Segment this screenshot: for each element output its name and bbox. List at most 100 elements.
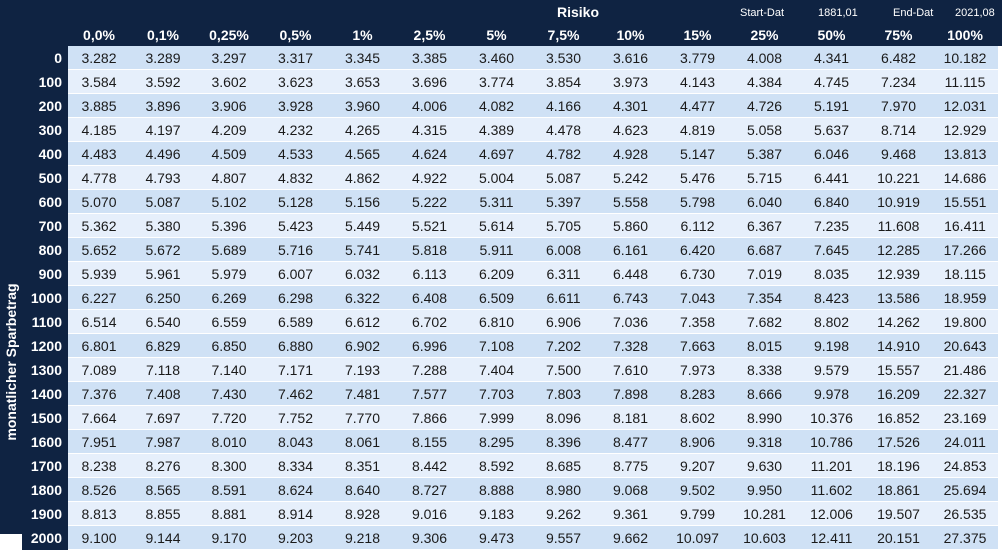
- row-header[interactable]: 1300: [22, 357, 68, 382]
- table-cell[interactable]: 7.703: [463, 381, 530, 406]
- table-cell[interactable]: 6.559: [196, 309, 262, 334]
- table-cell[interactable]: 4.166: [530, 93, 597, 118]
- table-cell[interactable]: 5.387: [731, 141, 798, 166]
- table-cell[interactable]: 3.602: [196, 69, 262, 94]
- table-cell[interactable]: 6.801: [68, 333, 130, 358]
- table-cell[interactable]: 5.521: [396, 213, 463, 238]
- table-cell[interactable]: 9.473: [463, 525, 530, 550]
- table-cell[interactable]: 9.144: [130, 525, 196, 550]
- table-cell[interactable]: 5.911: [463, 237, 530, 262]
- table-cell[interactable]: 20.643: [932, 333, 998, 358]
- table-cell[interactable]: 19.800: [932, 309, 998, 334]
- table-cell[interactable]: 8.914: [262, 501, 329, 526]
- column-header[interactable]: 7,5%: [530, 24, 597, 46]
- table-cell[interactable]: 7.481: [329, 381, 396, 406]
- table-cell[interactable]: 26.535: [932, 501, 998, 526]
- table-cell[interactable]: 18.959: [932, 285, 998, 310]
- table-cell[interactable]: 3.289: [130, 46, 196, 70]
- table-cell[interactable]: 5.311: [463, 189, 530, 214]
- table-cell[interactable]: 3.345: [329, 46, 396, 70]
- table-cell[interactable]: 4.624: [396, 141, 463, 166]
- table-cell[interactable]: 8.010: [196, 429, 262, 454]
- table-cell[interactable]: 9.978: [798, 381, 865, 406]
- table-cell[interactable]: 8.526: [68, 477, 130, 502]
- table-cell[interactable]: 9.016: [396, 501, 463, 526]
- table-cell[interactable]: 8.666: [731, 381, 798, 406]
- table-cell[interactable]: 3.854: [530, 69, 597, 94]
- table-cell[interactable]: 4.565: [329, 141, 396, 166]
- table-cell[interactable]: 9.198: [798, 333, 865, 358]
- table-cell[interactable]: 4.509: [196, 141, 262, 166]
- table-cell[interactable]: 9.502: [664, 477, 731, 502]
- column-header[interactable]: 0,1%: [130, 24, 196, 46]
- table-cell[interactable]: 4.082: [463, 93, 530, 118]
- table-cell[interactable]: 16.411: [932, 213, 998, 238]
- table-cell[interactable]: 8.477: [597, 429, 664, 454]
- table-cell[interactable]: 4.483: [68, 141, 130, 166]
- table-cell[interactable]: 4.315: [396, 117, 463, 142]
- table-cell[interactable]: 9.799: [664, 501, 731, 526]
- table-cell[interactable]: 6.448: [597, 261, 664, 286]
- table-cell[interactable]: 12.285: [865, 237, 932, 262]
- table-cell[interactable]: 8.624: [262, 477, 329, 502]
- table-cell[interactable]: 7.720: [196, 405, 262, 430]
- table-cell[interactable]: 9.630: [731, 453, 798, 478]
- table-cell[interactable]: 3.696: [396, 69, 463, 94]
- table-cell[interactable]: 5.798: [664, 189, 731, 214]
- table-cell[interactable]: 3.906: [196, 93, 262, 118]
- table-cell[interactable]: 6.589: [262, 309, 329, 334]
- table-cell[interactable]: 9.262: [530, 501, 597, 526]
- table-cell[interactable]: 5.860: [597, 213, 664, 238]
- table-cell[interactable]: 4.008: [731, 46, 798, 70]
- table-cell[interactable]: 5.362: [68, 213, 130, 238]
- table-cell[interactable]: 7.951: [68, 429, 130, 454]
- table-cell[interactable]: 4.726: [731, 93, 798, 118]
- table-cell[interactable]: 6.482: [865, 46, 932, 70]
- table-cell[interactable]: 9.183: [463, 501, 530, 526]
- table-cell[interactable]: 8.334: [262, 453, 329, 478]
- table-cell[interactable]: 4.341: [798, 46, 865, 70]
- row-header[interactable]: 1400: [22, 381, 68, 406]
- table-cell[interactable]: 4.143: [664, 69, 731, 94]
- table-cell[interactable]: 6.509: [463, 285, 530, 310]
- table-cell[interactable]: 8.685: [530, 453, 597, 478]
- table-cell[interactable]: 14.262: [865, 309, 932, 334]
- table-cell[interactable]: 6.441: [798, 165, 865, 190]
- row-header[interactable]: 300: [22, 117, 68, 142]
- table-cell[interactable]: 16.209: [865, 381, 932, 406]
- table-cell[interactable]: 5.191: [798, 93, 865, 118]
- table-cell[interactable]: 5.979: [196, 261, 262, 286]
- table-cell[interactable]: 5.156: [329, 189, 396, 214]
- table-cell[interactable]: 7.577: [396, 381, 463, 406]
- table-cell[interactable]: 5.397: [530, 189, 597, 214]
- table-cell[interactable]: 3.592: [130, 69, 196, 94]
- table-cell[interactable]: 8.155: [396, 429, 463, 454]
- table-cell[interactable]: 6.408: [396, 285, 463, 310]
- row-header[interactable]: 700: [22, 213, 68, 238]
- table-cell[interactable]: 7.697: [130, 405, 196, 430]
- table-cell[interactable]: 8.181: [597, 405, 664, 430]
- row-header[interactable]: 1100: [22, 309, 68, 334]
- table-cell[interactable]: 8.640: [329, 477, 396, 502]
- table-cell[interactable]: 4.697: [463, 141, 530, 166]
- table-cell[interactable]: 9.218: [329, 525, 396, 550]
- table-cell[interactable]: 6.298: [262, 285, 329, 310]
- table-cell[interactable]: 8.015: [731, 333, 798, 358]
- table-cell[interactable]: 5.705: [530, 213, 597, 238]
- table-cell[interactable]: 5.449: [329, 213, 396, 238]
- table-cell[interactable]: 4.185: [68, 117, 130, 142]
- table-cell[interactable]: 4.807: [196, 165, 262, 190]
- table-cell[interactable]: 18.861: [865, 477, 932, 502]
- table-cell[interactable]: 4.477: [664, 93, 731, 118]
- table-cell[interactable]: 12.006: [798, 501, 865, 526]
- table-cell[interactable]: 6.008: [530, 237, 597, 262]
- table-cell[interactable]: 8.928: [329, 501, 396, 526]
- table-cell[interactable]: 3.896: [130, 93, 196, 118]
- table-cell[interactable]: 4.496: [130, 141, 196, 166]
- table-cell[interactable]: 7.354: [731, 285, 798, 310]
- table-cell[interactable]: 8.565: [130, 477, 196, 502]
- table-cell[interactable]: 9.468: [865, 141, 932, 166]
- table-cell[interactable]: 4.922: [396, 165, 463, 190]
- table-cell[interactable]: 6.880: [262, 333, 329, 358]
- table-cell[interactable]: 6.810: [463, 309, 530, 334]
